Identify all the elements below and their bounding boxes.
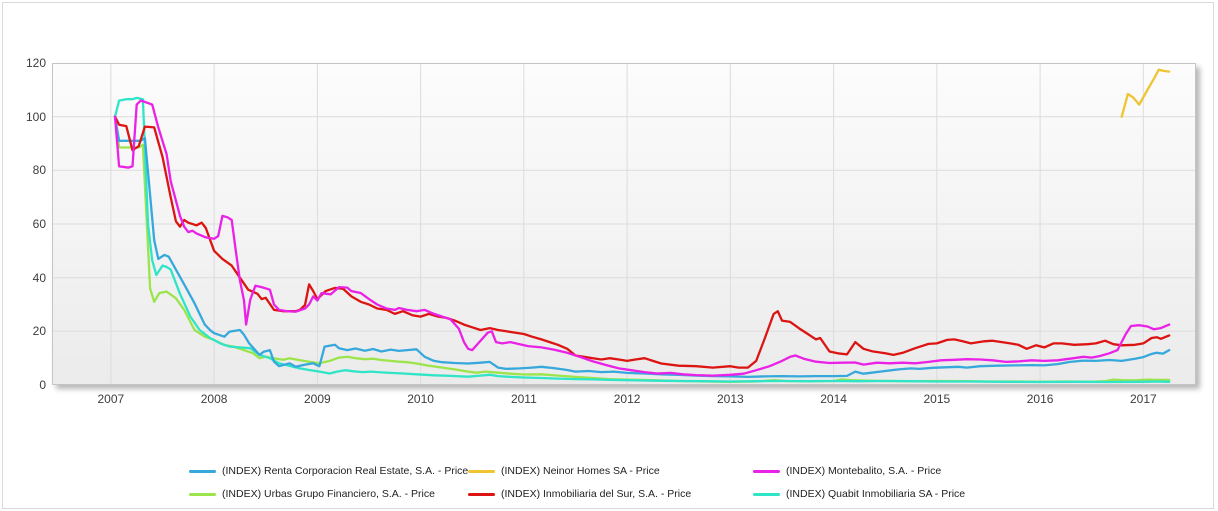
- legend-label: (INDEX) Montebalito, S.A. - Price: [786, 465, 942, 477]
- legend-label: (INDEX) Neinor Homes SA - Price: [501, 465, 660, 477]
- series-line: [113, 99, 1171, 377]
- legend-item[interactable]: (INDEX) Urbas Grupo Financiero, S.A. - P…: [189, 487, 435, 501]
- x-axis-label: 2009: [303, 392, 331, 406]
- legend-item[interactable]: (INDEX) Quabit Inmobiliaria SA - Price: [753, 487, 965, 501]
- y-axis-label: 100: [25, 109, 46, 124]
- y-axis-label: 80: [32, 163, 46, 178]
- x-axis-label: 2012: [613, 392, 641, 406]
- x-axis-label: 2008: [200, 392, 228, 406]
- series-line: [113, 115, 1171, 383]
- series-line: [1120, 68, 1171, 118]
- legend-label: (INDEX) Renta Corporacion Real Estate, S…: [222, 465, 469, 477]
- series-line: [113, 115, 1171, 379]
- x-axis-label: 2017: [1129, 392, 1157, 406]
- legend-item[interactable]: (INDEX) Renta Corporacion Real Estate, S…: [189, 464, 468, 478]
- y-axis-label: 60: [32, 217, 46, 231]
- plot-area: [52, 63, 1196, 385]
- legend-item[interactable]: (INDEX) Montebalito, S.A. - Price: [753, 464, 941, 478]
- series-line: [113, 115, 1171, 369]
- legend-swatch-line: [189, 469, 216, 473]
- legend-label: (INDEX) Quabit Inmobiliaria SA - Price: [786, 488, 966, 500]
- y-axis-label: 120: [25, 56, 46, 70]
- legend-swatch-line: [468, 492, 495, 496]
- y-axis-label: 40: [32, 270, 46, 285]
- plot-border: [52, 63, 1196, 385]
- legend-swatch-line: [468, 469, 495, 473]
- x-axis-label: 2016: [1026, 392, 1054, 406]
- x-axis-label: 2010: [407, 392, 434, 406]
- x-axis-label: 2013: [716, 392, 744, 406]
- x-axis-label: 2011: [510, 392, 537, 406]
- y-axis-label: 20: [32, 324, 46, 339]
- legend-item[interactable]: (INDEX) Inmobiliaria del Sur, S.A. - Pri…: [468, 487, 691, 501]
- legend-swatch-line: [753, 469, 780, 473]
- y-axis-label: 0: [39, 378, 46, 392]
- legend-item[interactable]: (INDEX) Neinor Homes SA - Price: [468, 464, 660, 478]
- legend-label: (INDEX) Inmobiliaria del Sur, S.A. - Pri…: [501, 488, 692, 500]
- x-axis-label: 2014: [820, 392, 847, 406]
- x-axis-label: 2015: [923, 392, 951, 406]
- line-chart-canvas: [52, 63, 1196, 385]
- series-line: [113, 96, 1171, 384]
- x-axis-label: 2007: [97, 392, 125, 406]
- legend-label: (INDEX) Urbas Grupo Financiero, S.A. - P…: [222, 488, 435, 500]
- legend-swatch-line: [753, 492, 780, 496]
- legend-swatch-line: [189, 492, 216, 496]
